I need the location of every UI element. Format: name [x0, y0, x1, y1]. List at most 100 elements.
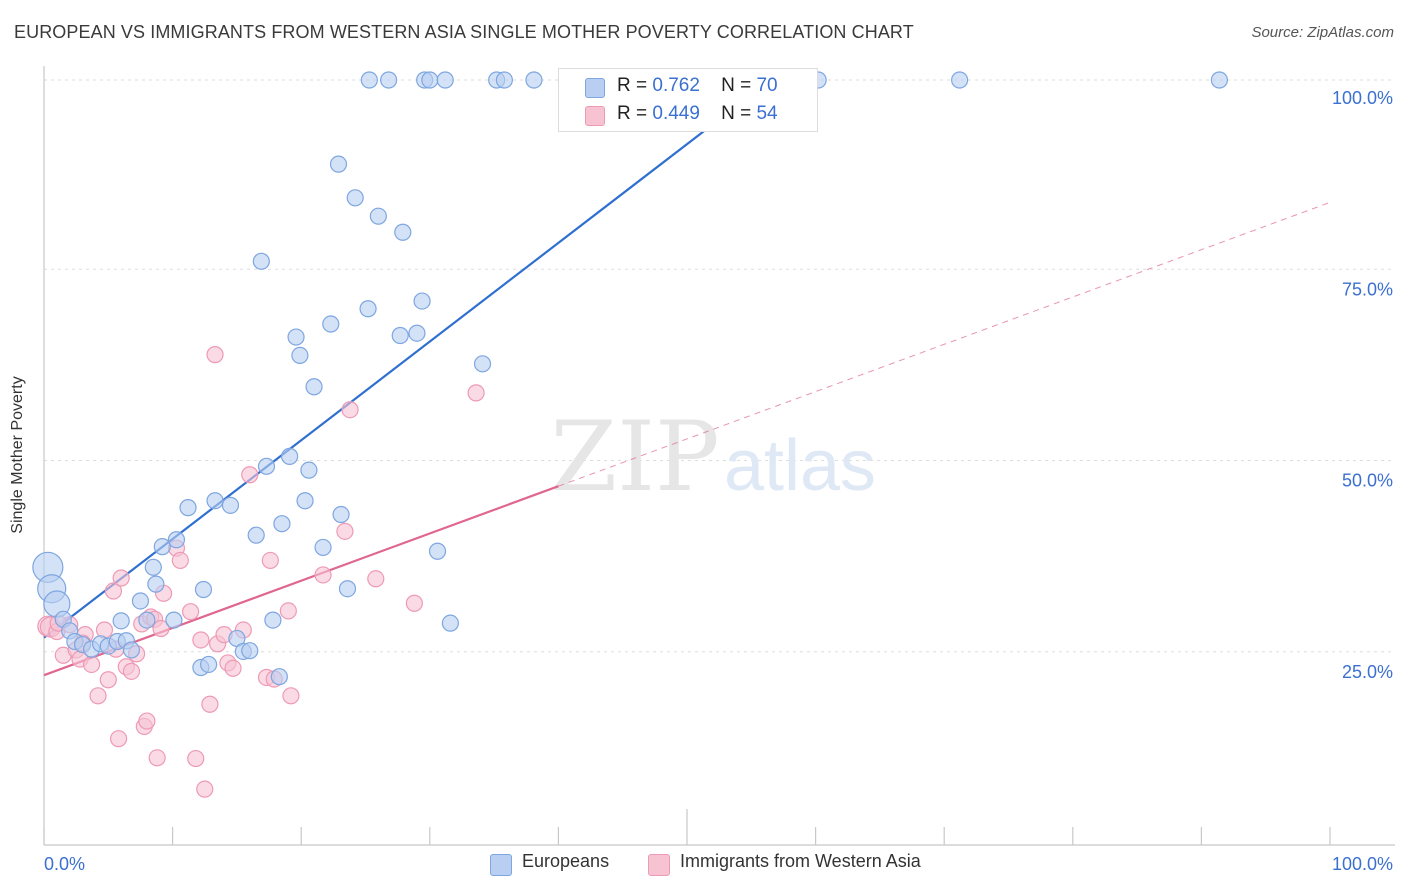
bottom-legend-swatch-immigrants [648, 854, 670, 876]
trend-line-europeans [43, 79, 772, 639]
point-europeans [138, 611, 156, 629]
point-europeans [247, 526, 265, 544]
point-europeans [291, 346, 309, 364]
point-immigrants [109, 730, 128, 748]
trend-line-immigrants-extension [558, 201, 1331, 487]
bottom-legend-label-immigrants: Immigrants from Western Asia [680, 851, 921, 871]
point-europeans [525, 71, 543, 89]
point-immigrants [336, 522, 354, 540]
point-immigrants [99, 671, 117, 689]
y-tick-label: 75.0% [1342, 279, 1393, 299]
legend-immigrants-stats: R = 0.449 N = 54 [617, 101, 778, 127]
point-immigrants [152, 619, 170, 638]
x-tick-label: 100.0% [1332, 854, 1393, 874]
point-europeans [394, 223, 412, 241]
legend-n-value: 54 [756, 103, 778, 124]
point-immigrants [196, 780, 214, 798]
point-europeans [359, 300, 377, 318]
point-europeans [338, 580, 357, 598]
point-immigrants [201, 695, 219, 713]
source-credit: Source: ZipAtlas.com [1251, 24, 1394, 41]
point-europeans [951, 71, 969, 89]
point-europeans [305, 378, 323, 396]
point-immigrants [405, 594, 423, 612]
point-immigrants [89, 687, 107, 705]
point-immigrants [82, 655, 101, 674]
point-immigrants [171, 551, 189, 570]
point-immigrants [224, 659, 242, 677]
y-tick-label: 100.0% [1332, 88, 1393, 108]
point-immigrants [148, 749, 166, 767]
point-europeans [112, 612, 130, 630]
point-immigrants [104, 582, 123, 600]
point-immigrants [122, 662, 141, 680]
point-europeans [165, 611, 183, 629]
point-europeans [436, 71, 454, 89]
point-immigrants [187, 749, 205, 768]
point-immigrants [182, 603, 200, 621]
legend-r-value: 0.449 [652, 103, 700, 124]
legend-swatch-europeans [585, 78, 605, 98]
legend-r-label: R = [617, 103, 648, 124]
point-europeans [428, 542, 447, 560]
point-europeans [287, 328, 305, 346]
point-immigrants [279, 602, 297, 620]
point-immigrants [341, 401, 359, 419]
legend-r-label: R = [617, 75, 648, 96]
point-europeans [329, 155, 348, 173]
point-immigrants [261, 551, 279, 570]
point-europeans [264, 611, 282, 629]
point-europeans [144, 558, 162, 576]
point-europeans [252, 252, 270, 270]
point-europeans [300, 461, 318, 479]
watermark-atlas: atlas [724, 426, 876, 506]
point-immigrants [241, 466, 259, 484]
data-points [32, 71, 1229, 798]
point-europeans [369, 207, 387, 225]
point-europeans [332, 505, 350, 524]
legend-n-value: 70 [756, 75, 778, 96]
point-europeans [200, 655, 218, 674]
point-europeans [241, 642, 259, 660]
point-europeans [221, 496, 240, 514]
point-europeans [194, 580, 213, 599]
point-europeans [380, 71, 398, 89]
point-europeans [421, 71, 439, 89]
legend-swatch-immigrants [585, 106, 605, 126]
point-europeans [153, 538, 171, 556]
point-immigrants [282, 687, 300, 705]
y-tick-label: 25.0% [1342, 662, 1393, 682]
point-immigrants [314, 566, 332, 584]
point-europeans [179, 499, 197, 517]
point-europeans [360, 71, 378, 89]
point-europeans [296, 492, 314, 510]
chart-title: EUROPEAN VS IMMIGRANTS FROM WESTERN ASIA… [14, 22, 914, 42]
y-axis-label: Single Mother Poverty [9, 376, 26, 534]
point-europeans [1210, 71, 1229, 89]
legend-europeans-stats: R = 0.762 N = 70 [617, 73, 778, 99]
point-immigrants [367, 570, 385, 588]
watermark-zip: ZIP [550, 401, 719, 513]
point-europeans [206, 492, 224, 510]
legend-n-label: N = [721, 103, 752, 124]
point-europeans [473, 355, 492, 373]
point-europeans [408, 324, 426, 342]
x-tick-label: 0.0% [44, 854, 85, 874]
bottom-legend-label-europeans: Europeans [522, 851, 610, 871]
point-europeans [257, 457, 276, 475]
point-europeans [122, 641, 141, 659]
point-europeans [441, 614, 459, 632]
point-immigrants [112, 569, 130, 587]
point-europeans [346, 189, 364, 207]
stats-legend: R = 0.762 N = 70 R = 0.449 N = 54 [558, 68, 818, 132]
point-europeans [391, 326, 409, 345]
point-europeans [322, 315, 340, 333]
point-europeans [314, 538, 332, 557]
point-europeans [413, 292, 431, 310]
legend-n-label: N = [721, 75, 752, 96]
point-immigrants [206, 346, 224, 364]
point-europeans [147, 575, 165, 593]
point-europeans [273, 515, 291, 533]
point-europeans [495, 71, 513, 89]
